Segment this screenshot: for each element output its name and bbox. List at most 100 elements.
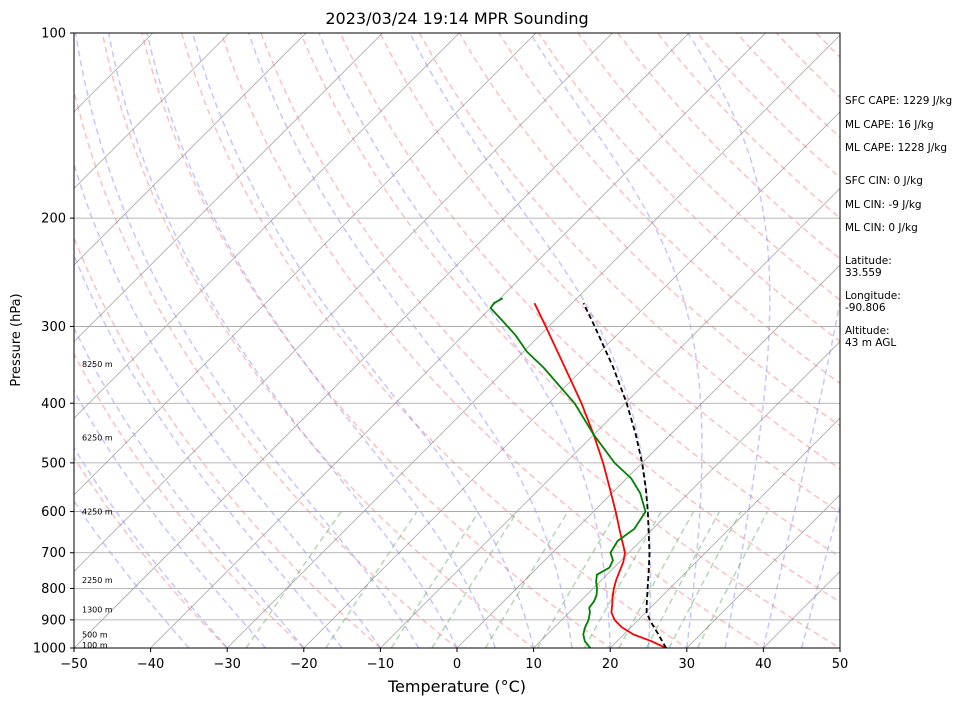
dry-adiabat	[220, 33, 765, 648]
isotherm-line	[380, 187, 840, 648]
mixing-ratio-line	[583, 511, 662, 648]
height-label: 1300 m	[82, 605, 113, 614]
y-tick-label: 300	[41, 320, 66, 335]
height-label: 500 m	[82, 630, 108, 639]
latitude-label: Latitude:	[845, 255, 892, 267]
temperature-line	[533, 302, 667, 648]
dry-adiabat	[299, 33, 840, 603]
moist-adiabat	[800, 502, 840, 648]
height-label: 6250 m	[82, 434, 113, 443]
x-tick-label: 0	[453, 657, 461, 672]
height-label: 8250 m	[82, 360, 113, 369]
isotherm-line	[609, 417, 840, 648]
dewpoint-line	[489, 297, 647, 648]
y-tick-label: 700	[41, 546, 66, 561]
altitude-label: Altitude:	[845, 325, 890, 337]
isotherm-line	[150, 33, 766, 648]
x-tick-label: −30	[213, 657, 240, 672]
isotherm-line	[226, 34, 840, 648]
isotherm-line	[74, 33, 537, 496]
ml-cape-text-2: ML CAPE: 1228 J/kg	[845, 142, 947, 154]
y-tick-label: 800	[41, 582, 66, 597]
ml-cin-text-2: ML CIN: 0 J/kg	[845, 222, 918, 234]
isotherm-line	[74, 33, 230, 189]
longitude-value: -90.806	[845, 302, 886, 314]
moist-adiabat	[762, 297, 840, 648]
y-axis-label: Pressure (hPa)	[9, 293, 24, 386]
longitude-label: Longitude:	[845, 290, 901, 302]
x-tick-label: 10	[525, 657, 542, 672]
mixing-ratio-line	[325, 511, 418, 648]
parcel-path-line	[582, 302, 667, 648]
x-tick-label: 50	[832, 657, 849, 672]
isotherm-line	[74, 33, 383, 343]
isotherm-line	[74, 33, 307, 266]
dry-adiabat	[458, 33, 840, 427]
y-axis-ticks: 1000 900 800 700 600 500 400 300 200 100	[33, 27, 74, 657]
sounding-info-panel: SFC CAPE: 1229 J/kg ML CAPE: 16 J/kg ML …	[845, 95, 952, 349]
latitude-value: 33.559	[845, 267, 882, 279]
y-tick-label: 100	[41, 27, 66, 42]
dry-adiabat	[379, 33, 840, 514]
chart-title: 2023/03/24 19:14 MPR Sounding	[325, 9, 588, 28]
mixing-ratio-line	[484, 511, 569, 648]
mixing-ratio-line	[536, 511, 618, 648]
x-tick-label: 30	[679, 657, 696, 672]
x-tick-label: −10	[367, 657, 394, 672]
dry-adiabat	[180, 33, 689, 648]
ml-cape-text-1: ML CAPE: 16 J/kg	[845, 119, 934, 131]
x-axis-label: Temperature (°C)	[387, 677, 526, 696]
dry-adiabat	[74, 87, 459, 648]
y-tick-label: 1000	[33, 642, 66, 657]
moist-adiabat	[146, 33, 497, 648]
isotherm-line	[456, 264, 840, 648]
y-tick-label: 900	[41, 613, 66, 628]
profile-lines	[489, 297, 667, 648]
isotherm-line	[686, 494, 840, 648]
x-tick-label: −50	[60, 657, 87, 672]
altitude-value: 43 m AGL	[845, 337, 896, 349]
y-tick-label: 500	[41, 456, 66, 471]
moist-adiabat	[107, 33, 458, 648]
dry-adiabat	[74, 456, 229, 648]
y-tick-label: 200	[41, 212, 66, 227]
dry-adiabat	[141, 33, 612, 648]
moist-adiabat	[191, 33, 535, 648]
height-label: 4250 m	[82, 508, 113, 517]
sfc-cape-text: SFC CAPE: 1229 J/kg	[845, 95, 952, 107]
isotherm-line	[303, 111, 840, 648]
ml-cin-text-1: ML CIN: -9 J/kg	[845, 199, 922, 211]
moist-adiabat	[74, 253, 343, 648]
height-labels: 100 m 500 m 1300 m 2250 m 4250 m 6250 m 8250 m	[82, 360, 113, 650]
isotherm-line	[74, 33, 613, 572]
y-tick-label: 600	[41, 505, 66, 520]
isotherm-line	[74, 33, 690, 648]
dry-adiabat	[577, 33, 840, 301]
dry-adiabat	[74, 235, 382, 648]
height-label: 2250 m	[82, 576, 113, 585]
moist-adiabat	[247, 33, 573, 648]
moist-adiabat	[74, 161, 382, 648]
moist-adiabat	[74, 33, 420, 648]
moist-adiabat	[529, 33, 703, 648]
x-tick-label: 20	[602, 657, 619, 672]
mixing-ratio-line	[668, 511, 742, 648]
height-label: 100 m	[82, 641, 108, 650]
plot-frame	[73, 32, 841, 649]
y-tick-label: 400	[41, 397, 66, 412]
moist-adiabat	[74, 446, 228, 648]
thermo-background-lines	[74, 33, 840, 648]
x-axis-ticks: −50 −40 −30 −20 −10 0 10 20 30 40 50	[60, 648, 848, 672]
dry-adiabat	[418, 33, 840, 470]
mixing-ratio-line	[645, 511, 721, 648]
moist-adiabat	[409, 33, 652, 648]
mixing-ratio-line	[696, 511, 769, 648]
x-tick-label: −40	[137, 657, 164, 672]
dry-adiabat	[339, 33, 840, 558]
moist-adiabat	[318, 33, 611, 648]
dry-adiabat	[260, 33, 840, 648]
moist-adiabat	[687, 33, 771, 648]
x-tick-label: −20	[290, 657, 317, 672]
pressure-gridlines	[74, 33, 840, 648]
x-tick-label: 40	[755, 657, 772, 672]
